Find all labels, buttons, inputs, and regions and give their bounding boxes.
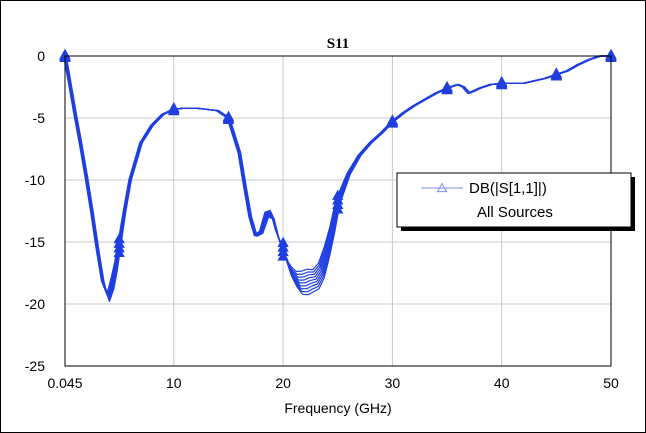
legend-triangle-marker bbox=[436, 182, 448, 193]
x-axis-ticks: 0.045 10 20 30 40 50 bbox=[47, 375, 619, 391]
legend-box bbox=[396, 172, 632, 228]
y-tick-label: -20 bbox=[25, 296, 45, 312]
x-tick-label: 40 bbox=[494, 375, 510, 391]
series-markers bbox=[59, 48, 617, 261]
series-marker bbox=[496, 75, 508, 87]
series-line bbox=[65, 55, 613, 302]
y-tick-label: -5 bbox=[33, 110, 46, 126]
series-marker bbox=[222, 110, 235, 121]
series-traces bbox=[63, 55, 613, 302]
series-marker bbox=[277, 236, 289, 248]
chart-title: S11 bbox=[327, 36, 350, 52]
series-marker bbox=[441, 80, 453, 92]
series-marker bbox=[113, 233, 125, 244]
series-marker bbox=[386, 114, 399, 125]
legend-entry-sublabel: All Sources bbox=[477, 204, 553, 221]
y-tick-label: -25 bbox=[25, 358, 45, 374]
series-marker bbox=[332, 189, 344, 200]
x-tick-label: 50 bbox=[603, 375, 619, 391]
y-tick-label: -10 bbox=[25, 172, 45, 188]
legend: DB(|S[1,1]|) All Sources bbox=[396, 172, 635, 231]
x-axis-label: Frequency (GHz) bbox=[284, 400, 391, 416]
series-marker bbox=[168, 101, 180, 113]
x-tick-label: 10 bbox=[166, 375, 182, 391]
x-tick-label: 30 bbox=[385, 375, 401, 391]
y-tick-label: 0 bbox=[37, 48, 45, 64]
x-tick-label: 0.045 bbox=[47, 375, 82, 391]
x-tick-label: 20 bbox=[275, 375, 291, 391]
grid-lines bbox=[65, 56, 611, 366]
series-marker bbox=[550, 67, 563, 78]
y-tick-label: -15 bbox=[25, 234, 45, 250]
legend-entry-label: DB(|S[1,1]|) bbox=[469, 180, 547, 197]
y-axis-ticks: 0 -5 -10 -15 -20 -25 bbox=[25, 48, 45, 374]
